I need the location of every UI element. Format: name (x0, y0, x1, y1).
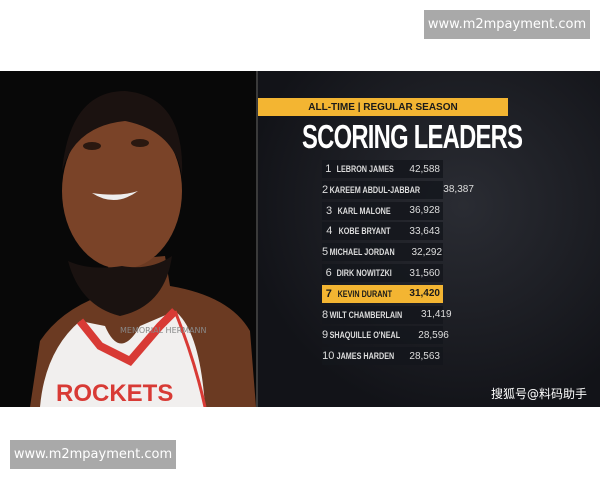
row-points: 28,596 (418, 329, 449, 341)
row-points: 28,563 (409, 350, 440, 362)
row-name: MICHAEL JORDAN (329, 247, 395, 258)
row-name: KARL MALONE (337, 205, 391, 216)
row-points: 38,387 (443, 184, 474, 196)
row-rank: 6 (325, 267, 332, 279)
row-points: 31,560 (409, 267, 440, 279)
leader-row: 4 KOBE BRYANT 33,643 (322, 222, 443, 241)
jersey-text: ROCKETS (56, 380, 173, 407)
leader-row: 5 MICHAEL JORDAN 32,292 (322, 243, 443, 262)
leader-row: 10 JAMES HARDEN 28,563 (322, 347, 443, 366)
row-name: WILT CHAMBERLAIN (329, 309, 403, 320)
row-name: KOBE BRYANT (338, 226, 391, 237)
row-rank: 10 (322, 350, 335, 363)
row-points: 42,588 (409, 163, 440, 175)
row-rank: 7 (325, 287, 332, 300)
watermark-top: www.m2mpayment.com (424, 10, 590, 39)
player-photo: MEMORIAL HERMANN ROCKETS (0, 71, 256, 407)
scoring-leaders-panel: ALL-TIME | REGULAR SEASON SCORING LEADER… (258, 71, 600, 407)
row-points: 36,928 (409, 205, 440, 217)
leader-row: 3 KARL MALONE 36,928 (322, 201, 443, 220)
row-rank: 9 (322, 329, 329, 342)
row-name: LEBRON JAMES (336, 164, 394, 174)
row-points: 31,419 (420, 309, 452, 321)
row-name: JAMES HARDEN (336, 351, 394, 362)
row-rank: 1 (325, 163, 332, 175)
leader-row: 1 LEBRON JAMES 42,588 (322, 160, 443, 178)
row-rank: 3 (326, 204, 333, 217)
leader-row: 2 KAREEM ABDUL-JABBAR 38,387 (322, 180, 474, 199)
leader-row: 8 WILT CHAMBERLAIN 31,419 (322, 305, 452, 324)
row-name: SHAQUILLE O'NEAL (329, 330, 401, 341)
divider (256, 71, 258, 407)
jersey-sponsor: MEMORIAL HERMANN (120, 326, 207, 335)
row-name: KAREEM ABDUL-JABBAR (329, 184, 421, 195)
panel-header: ALL-TIME | REGULAR SEASON (258, 98, 508, 116)
panel-title: SCORING LEADERS (302, 118, 523, 155)
row-name: KEVIN DURANT (337, 288, 392, 299)
leader-row: 7 KEVIN DURANT 31,420 (322, 284, 443, 303)
article-image: MEMORIAL HERMANN ROCKETS ALL-TIME | REGU… (0, 71, 600, 407)
leader-row: 6 DIRK NOWITZKI 31,560 (322, 264, 443, 282)
source-credit: 搜狐号@料码助手 (491, 387, 588, 401)
row-name: DIRK NOWITZKI (337, 268, 393, 278)
row-points: 32,292 (411, 246, 443, 258)
watermark-bottom: www.m2mpayment.com (10, 440, 176, 469)
row-points: 31,420 (409, 288, 440, 300)
row-points: 33,643 (409, 225, 440, 237)
row-rank: 5 (322, 246, 329, 259)
row-rank: 4 (326, 225, 333, 238)
row-rank: 8 (322, 308, 329, 321)
row-rank: 2 (322, 183, 329, 196)
leader-row: 9 SHAQUILLE O'NEAL 28,596 (322, 326, 449, 345)
